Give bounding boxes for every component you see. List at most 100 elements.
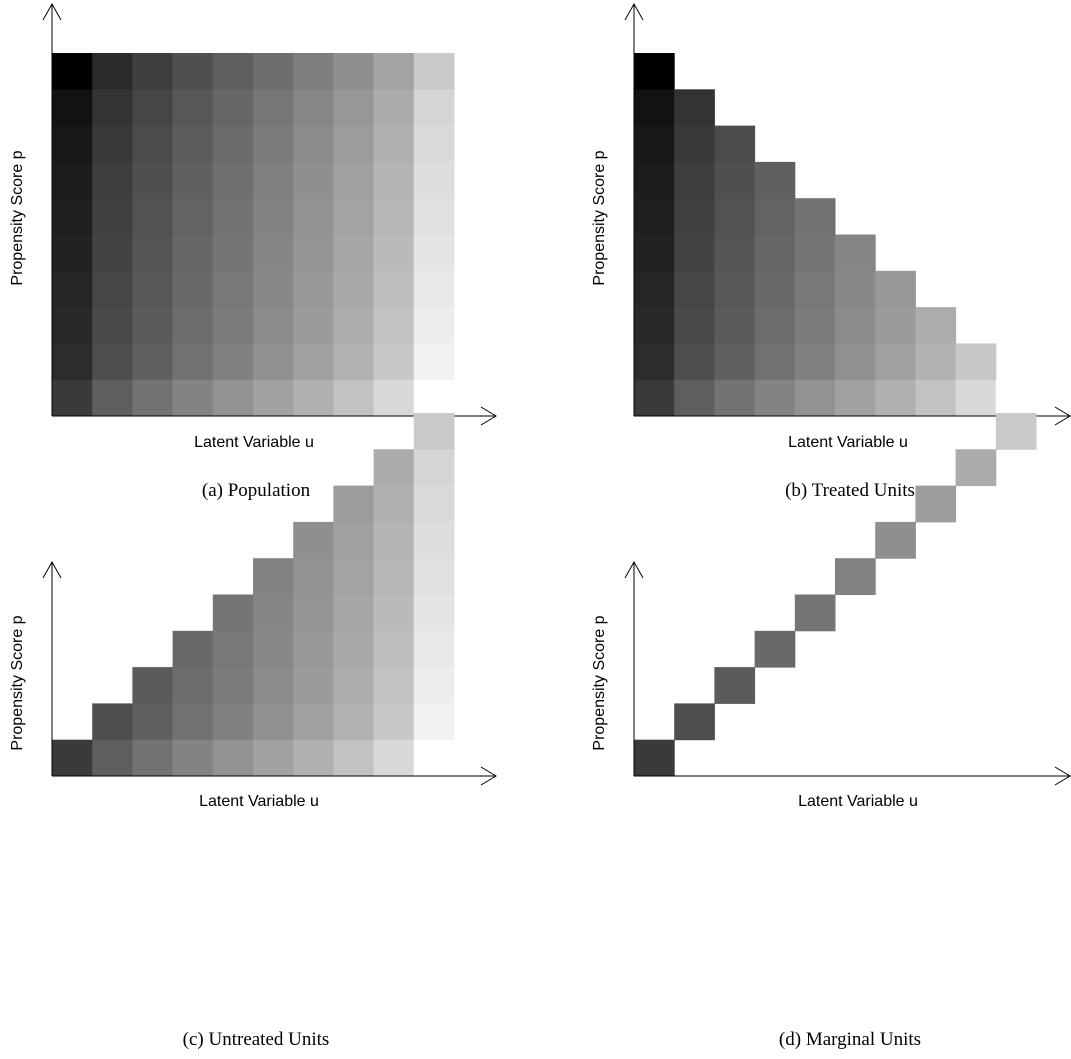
heatmap-cell xyxy=(333,53,375,90)
heatmap-cell xyxy=(253,558,294,595)
heatmap-cell xyxy=(293,630,334,668)
heatmap-cell xyxy=(92,89,133,127)
heatmap-cell xyxy=(413,270,455,308)
heatmap-cell xyxy=(794,307,836,344)
panel-b: Latent Variable u Propensity Score p (b)… xyxy=(591,2,1071,501)
heatmap-cell xyxy=(293,89,334,127)
heatmap-cell xyxy=(674,270,715,308)
heatmap-cell xyxy=(132,198,174,235)
heatmap-cell xyxy=(293,343,334,381)
heatmap-cell xyxy=(835,343,876,381)
heatmap-cell xyxy=(293,379,334,417)
heatmap-cell xyxy=(794,234,836,272)
heatmap-cell xyxy=(835,307,876,344)
heatmap-cell xyxy=(373,630,415,668)
heatmap-cell xyxy=(333,343,375,381)
heatmap-cell xyxy=(253,739,294,777)
heatmap-cell xyxy=(915,343,957,381)
heatmap-cell xyxy=(132,379,174,417)
heatmap-cell xyxy=(794,594,836,632)
heatmap-cell xyxy=(955,449,997,487)
heatmap-cell xyxy=(955,343,997,381)
heatmap-cell xyxy=(413,594,455,632)
heatmap-cell xyxy=(634,89,675,127)
heatmap-cell xyxy=(995,413,1037,450)
heatmap-cell xyxy=(293,161,334,199)
heatmap-cell xyxy=(253,703,294,741)
heatmap-cell xyxy=(212,125,254,163)
heatmap-cell xyxy=(293,234,334,272)
heatmap-cell xyxy=(132,307,174,344)
heatmap-cell xyxy=(92,307,133,344)
heatmap-cell xyxy=(413,125,455,163)
heatmap-cell xyxy=(714,667,756,704)
panel-a: Latent Variable u Propensity Score p (a)… xyxy=(9,2,497,501)
heatmap-cell xyxy=(835,234,876,272)
heatmap-cell xyxy=(212,53,254,90)
heatmap-cell xyxy=(634,161,675,199)
heatmap-cell xyxy=(212,343,254,381)
heatmap-cell xyxy=(714,234,756,272)
y-axis-arrowhead xyxy=(42,2,62,21)
heatmap-cell xyxy=(794,198,836,235)
heatmap-cell xyxy=(132,125,174,163)
heatmap-cell xyxy=(212,234,254,272)
heatmap-cell xyxy=(253,630,294,668)
heatmap-cell xyxy=(293,521,334,559)
heatmap-cell xyxy=(373,558,415,595)
heatmap-cell xyxy=(92,703,133,741)
heatmap-cell xyxy=(172,89,214,127)
heatmap-cell xyxy=(995,379,1037,417)
heatmap-cell xyxy=(413,379,455,417)
heatmap-cell xyxy=(794,343,836,381)
heatmap-cell xyxy=(333,521,375,559)
heatmap-cell xyxy=(253,53,294,90)
heatmap-cell xyxy=(413,89,455,127)
heatmap-cell xyxy=(875,307,916,344)
heatmap-cell xyxy=(634,234,675,272)
heatmap-cell xyxy=(674,343,715,381)
heatmap-cell xyxy=(333,270,375,308)
heatmap-cell xyxy=(52,307,93,344)
heatmap-cell xyxy=(172,739,214,777)
heatmap-cell xyxy=(373,449,415,487)
heatmap-cell xyxy=(915,485,957,523)
heatmap-cell xyxy=(172,379,214,417)
heatmap-cell xyxy=(634,307,675,344)
heatmap-cell xyxy=(253,89,294,127)
heatmap-cell xyxy=(333,703,375,741)
heatmap-cell xyxy=(373,739,415,777)
heatmap-cell xyxy=(373,161,415,199)
heatmap-cell xyxy=(92,53,133,90)
heatmap-cell xyxy=(754,234,796,272)
heatmap-cell xyxy=(132,270,174,308)
heatmap-cell xyxy=(373,703,415,741)
heatmap-cells xyxy=(52,413,455,777)
heatmap-cell xyxy=(92,125,133,163)
heatmap-cell xyxy=(132,703,174,741)
heatmap-cell xyxy=(132,667,174,704)
heatmap-cell xyxy=(875,343,916,381)
heatmap-cell xyxy=(373,234,415,272)
heatmap-cell xyxy=(373,198,415,235)
heatmap-cell xyxy=(293,198,334,235)
heatmap-cell xyxy=(413,413,455,450)
heatmap-cell xyxy=(333,558,375,595)
heatmap-cell xyxy=(333,630,375,668)
x-axis-label: Latent Variable u xyxy=(199,793,319,810)
heatmap-cell xyxy=(293,307,334,344)
heatmap-cell xyxy=(333,125,375,163)
x-axis-arrowhead xyxy=(1054,766,1071,786)
heatmap-cell xyxy=(754,198,796,235)
y-axis-arrowhead xyxy=(42,560,62,579)
heatmap-cell xyxy=(52,53,93,90)
heatmap-cell xyxy=(674,198,715,235)
heatmap-cell xyxy=(212,198,254,235)
y-axis-arrowhead xyxy=(624,560,644,579)
heatmap-cell xyxy=(212,270,254,308)
heatmap-cell xyxy=(253,270,294,308)
heatmap-cell xyxy=(52,343,93,381)
panel-d: Latent Variable u Propensity Score p (d)… xyxy=(591,413,1071,1050)
heatmap-cell xyxy=(92,270,133,308)
heatmap-cell xyxy=(714,125,756,163)
